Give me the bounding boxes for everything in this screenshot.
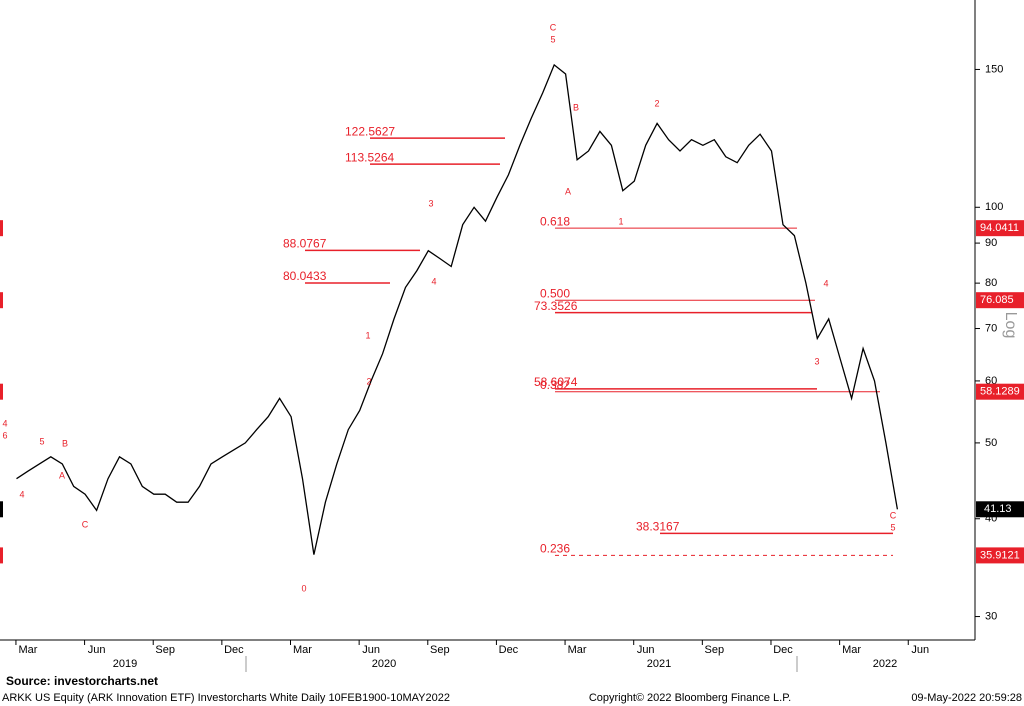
left-marker: [0, 501, 3, 518]
wave-label: 4: [431, 276, 436, 286]
price-box-label: 76.085: [980, 294, 1014, 306]
wave-label: B: [573, 102, 579, 112]
left-marker: [0, 547, 3, 564]
wave-label: 3: [428, 198, 433, 208]
y-axis-label: Log: [1002, 312, 1019, 339]
level-label: 58.6074: [534, 375, 578, 389]
footer-left: ARKK US Equity (ARK Innovation ETF) Inve…: [2, 692, 450, 704]
y-tick-label: 100: [985, 201, 1003, 213]
level-label: 122.5627: [345, 124, 395, 138]
y-tick-label: 80: [985, 277, 997, 289]
fib-label: 0.236: [540, 542, 570, 556]
fib-label: 0.618: [540, 214, 570, 228]
wave-label: 2: [366, 376, 371, 386]
wave-label: 5: [39, 436, 44, 446]
level-label: 113.5264: [345, 150, 394, 164]
x-tick-label: Sep: [155, 644, 175, 656]
price-box: [976, 220, 1024, 237]
x-tick-label: Sep: [705, 644, 725, 656]
fib-label: 0.500: [540, 286, 570, 300]
price-box-label: 58.1289: [980, 386, 1020, 398]
price-box: [976, 547, 1024, 564]
level-label: 73.3526: [534, 299, 578, 313]
x-tick-label: Dec: [224, 644, 244, 656]
wave-label: 4: [823, 278, 828, 288]
wave-label: 6: [2, 430, 7, 440]
price-box-label: 35.9121: [980, 549, 1020, 561]
wave-label: 4: [2, 418, 7, 428]
year-label: 2021: [647, 658, 671, 670]
wave-label: C: [550, 22, 557, 32]
wave-label: A: [565, 186, 571, 196]
y-tick-label: 150: [985, 63, 1003, 75]
price-box: [976, 292, 1024, 309]
x-tick-label: Jun: [911, 644, 929, 656]
wave-label: C: [890, 510, 897, 520]
price-line: [16, 63, 899, 555]
x-tick-label: Mar: [18, 644, 37, 656]
last-price-box: [976, 501, 1024, 518]
wave-label: 2: [654, 98, 659, 108]
x-tick-label: Jun: [88, 644, 106, 656]
x-tick-label: Jun: [362, 644, 380, 656]
level-label: 88.0767: [283, 237, 327, 251]
wave-label: 0: [301, 583, 306, 593]
wave-label: 1: [618, 216, 623, 226]
y-tick-label: 30: [985, 610, 997, 622]
last-price-label: 41.13: [984, 503, 1012, 515]
y-tick-label: 50: [985, 437, 997, 449]
year-label: 2019: [113, 658, 137, 670]
x-tick-label: Dec: [499, 644, 519, 656]
x-tick-label: Mar: [842, 644, 861, 656]
wave-label: 5: [550, 34, 555, 44]
left-marker: [0, 383, 3, 400]
x-tick-label: Mar: [293, 644, 312, 656]
x-tick-label: Dec: [773, 644, 793, 656]
left-marker: [0, 292, 3, 309]
wave-label: C: [82, 519, 89, 529]
source: Source: investorcharts.net: [6, 674, 158, 688]
wave-label: 3: [814, 356, 819, 366]
x-tick-label: Mar: [568, 644, 587, 656]
year-label: 2022: [873, 658, 897, 670]
fib-label: 0.382: [540, 378, 570, 392]
level-label: 80.0433: [283, 269, 327, 283]
y-tick-label: 90: [985, 237, 997, 249]
price-box-label: 94.0411: [980, 222, 1019, 234]
wave-label: A: [59, 470, 65, 480]
wave-label: B: [62, 438, 68, 448]
y-tick-label: 70: [985, 322, 997, 334]
x-tick-label: Jun: [637, 644, 655, 656]
price-box: [976, 383, 1024, 400]
left-marker: [0, 220, 3, 237]
level-label: 38.3167: [636, 520, 680, 534]
wave-label: 4: [19, 489, 24, 499]
x-tick-label: Sep: [430, 644, 450, 656]
wave-label: 1: [365, 330, 370, 340]
footer-center: Copyright© 2022 Bloomberg Finance L.P.: [589, 692, 791, 704]
footer-right: 09-May-2022 20:59:28: [911, 692, 1022, 704]
wave-label: 5: [890, 522, 895, 532]
year-label: 2020: [372, 658, 396, 670]
